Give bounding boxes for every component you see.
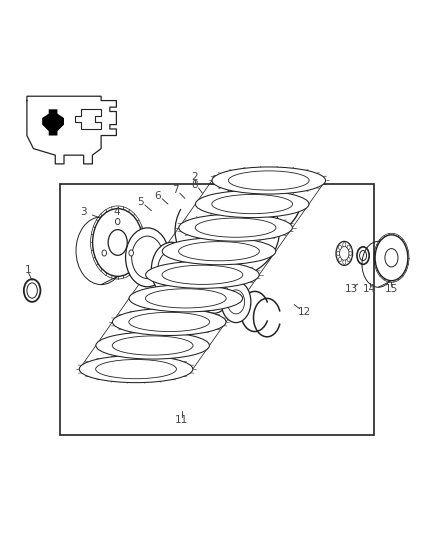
Ellipse shape	[96, 332, 209, 359]
Text: 10: 10	[228, 176, 241, 187]
Ellipse shape	[337, 251, 340, 256]
Ellipse shape	[212, 195, 293, 214]
Ellipse shape	[206, 280, 223, 302]
Text: 15: 15	[385, 284, 398, 294]
Ellipse shape	[195, 218, 276, 237]
Ellipse shape	[146, 261, 259, 288]
Ellipse shape	[102, 250, 106, 256]
Text: 5: 5	[137, 197, 144, 207]
Text: 4: 4	[113, 207, 120, 217]
Ellipse shape	[206, 274, 211, 280]
Ellipse shape	[179, 214, 292, 241]
Ellipse shape	[195, 190, 309, 217]
Ellipse shape	[113, 309, 226, 335]
Ellipse shape	[132, 236, 163, 279]
Ellipse shape	[218, 274, 223, 280]
Ellipse shape	[108, 230, 127, 255]
Ellipse shape	[227, 290, 245, 314]
Text: 14: 14	[363, 284, 376, 294]
Ellipse shape	[201, 296, 206, 302]
Ellipse shape	[174, 256, 210, 304]
Bar	[60, 183, 374, 434]
Ellipse shape	[151, 243, 191, 297]
Polygon shape	[42, 109, 64, 135]
Ellipse shape	[126, 228, 169, 287]
Ellipse shape	[206, 302, 211, 308]
Ellipse shape	[212, 167, 325, 194]
Ellipse shape	[112, 336, 193, 355]
Ellipse shape	[129, 250, 134, 256]
Ellipse shape	[198, 269, 230, 313]
Text: 8: 8	[192, 180, 198, 190]
Ellipse shape	[347, 245, 350, 249]
Ellipse shape	[222, 280, 227, 286]
Text: 1: 1	[25, 264, 32, 274]
Ellipse shape	[339, 245, 342, 249]
Ellipse shape	[349, 251, 352, 256]
Ellipse shape	[92, 208, 143, 276]
Ellipse shape	[181, 264, 204, 296]
Text: 6: 6	[155, 191, 161, 201]
Ellipse shape	[228, 171, 309, 190]
Ellipse shape	[79, 356, 193, 383]
Ellipse shape	[162, 265, 243, 285]
Ellipse shape	[224, 288, 228, 294]
Ellipse shape	[221, 281, 251, 322]
Ellipse shape	[158, 251, 185, 288]
Ellipse shape	[162, 238, 276, 265]
Ellipse shape	[347, 257, 350, 262]
Text: 9: 9	[211, 175, 218, 185]
Ellipse shape	[201, 280, 206, 286]
Ellipse shape	[218, 302, 223, 308]
Text: 13: 13	[345, 284, 358, 294]
Text: 3: 3	[80, 207, 87, 217]
Text: 2: 2	[192, 172, 198, 182]
Text: 11: 11	[175, 415, 188, 425]
Ellipse shape	[116, 219, 120, 224]
Ellipse shape	[375, 235, 408, 281]
Ellipse shape	[129, 312, 210, 332]
Ellipse shape	[212, 272, 216, 278]
Ellipse shape	[222, 296, 227, 302]
Text: 12: 12	[297, 308, 311, 317]
Ellipse shape	[339, 257, 342, 262]
Ellipse shape	[343, 243, 346, 247]
Ellipse shape	[129, 285, 243, 312]
Ellipse shape	[212, 304, 216, 310]
Ellipse shape	[95, 359, 177, 379]
Ellipse shape	[145, 289, 226, 308]
Ellipse shape	[179, 241, 259, 261]
Ellipse shape	[343, 260, 346, 264]
Text: 7: 7	[172, 185, 179, 195]
Ellipse shape	[200, 288, 205, 294]
Ellipse shape	[385, 248, 398, 267]
